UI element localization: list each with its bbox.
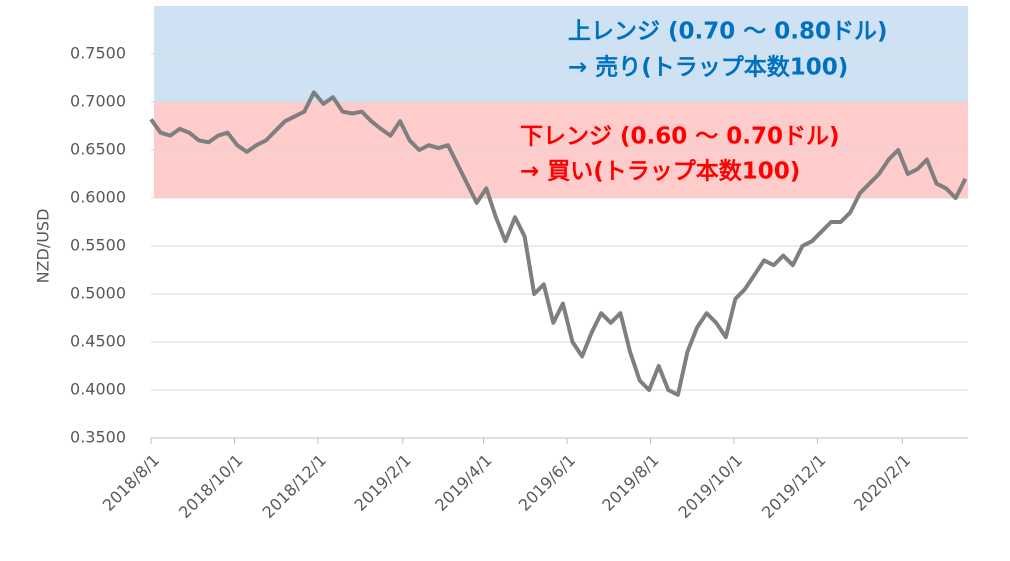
y-tick-label: 0.4500 <box>70 332 126 351</box>
x-tick-label: 2019/8/1 <box>598 451 662 515</box>
x-tick-label: 2018/10/1 <box>175 451 246 522</box>
x-tick-label: 2019/6/1 <box>515 451 579 515</box>
y-tick-label: 0.5500 <box>70 236 126 255</box>
band-annotation: → 買い(トラップ本数100) <box>520 159 800 185</box>
y-tick-label: 0.4000 <box>70 380 126 399</box>
x-tick-label: 2019/10/1 <box>675 451 746 522</box>
y-tick-label: 0.3500 <box>70 428 126 447</box>
price-line <box>149 90 968 397</box>
y-tick-label: 0.6500 <box>70 140 126 159</box>
band-annotation: 上レンジ (0.70 ～ 0.80ドル) <box>568 19 888 45</box>
y-tick-label: 0.5000 <box>70 284 126 303</box>
y-axis-label: NZD/USD <box>34 209 53 284</box>
y-tick-label: 0.7500 <box>70 44 126 63</box>
x-tick-label: 2020/2/1 <box>850 451 914 515</box>
x-tick-label: 2018/8/1 <box>99 451 163 515</box>
y-tick-label: 0.7000 <box>70 92 126 111</box>
x-tick-label: 2018/12/1 <box>259 451 330 522</box>
x-tick-label: 2019/12/1 <box>758 451 829 522</box>
band-annotation: → 売り(トラップ本数100) <box>568 55 848 81</box>
x-tick-label: 2019/4/1 <box>431 451 495 515</box>
x-tick-label: 2019/2/1 <box>351 451 415 515</box>
y-tick-label: 0.6000 <box>70 188 126 207</box>
band-annotation: 下レンジ (0.60 ～ 0.70ドル) <box>520 124 840 150</box>
